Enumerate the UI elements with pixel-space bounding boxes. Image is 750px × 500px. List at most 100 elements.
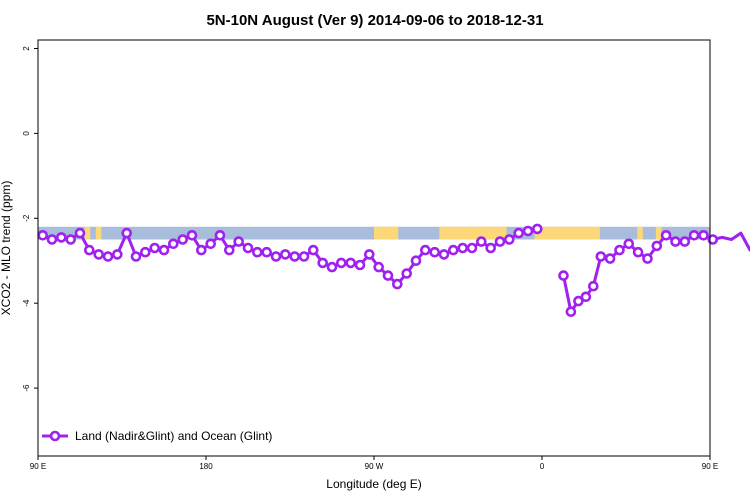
data-point xyxy=(177,234,188,245)
data-point xyxy=(242,242,254,254)
data-point xyxy=(196,244,207,256)
y-tick-label: -4 xyxy=(22,299,31,307)
y-tick-label: 0 xyxy=(22,131,31,136)
data-point xyxy=(326,261,338,273)
data-point xyxy=(93,249,104,260)
data-point xyxy=(670,236,681,247)
data-point xyxy=(121,227,132,239)
x-axis-label: Longitude (deg E) xyxy=(326,477,421,491)
data-point xyxy=(345,257,357,269)
y-tick-label: 2 xyxy=(22,46,31,51)
data-point xyxy=(447,244,459,256)
data-point xyxy=(130,251,142,262)
data-point xyxy=(186,230,198,241)
data-point xyxy=(503,234,515,245)
data-point xyxy=(158,244,170,256)
data-point xyxy=(335,257,347,269)
data-point xyxy=(573,295,584,307)
land-band-segment xyxy=(534,226,600,240)
data-point xyxy=(679,236,691,247)
data-point xyxy=(46,234,58,245)
data-point xyxy=(65,234,76,245)
data-point xyxy=(623,238,635,250)
legend: Land (Nadir&Glint) and Ocean (Glint) xyxy=(42,429,272,443)
data-point xyxy=(531,223,543,235)
data-point xyxy=(279,249,291,260)
data-point xyxy=(494,236,506,247)
data-point xyxy=(84,244,95,256)
data-point xyxy=(261,246,273,258)
data-point xyxy=(289,251,301,262)
data-point xyxy=(595,251,607,262)
data-point xyxy=(419,244,431,256)
data-point xyxy=(614,244,625,256)
chart-title: 5N-10N August (Ver 9) 2014-09-06 to 2018… xyxy=(206,12,543,29)
data-point xyxy=(224,244,235,256)
x-axis: 90 E 180 90 W 0 90 E xyxy=(30,456,718,471)
data-point xyxy=(580,291,592,303)
data-point xyxy=(74,227,86,239)
data-point xyxy=(401,268,413,279)
land-band-segment xyxy=(655,226,662,240)
data-point xyxy=(373,261,385,273)
data-point xyxy=(214,230,226,241)
land-band-segment xyxy=(439,226,507,240)
y-tick-label: -6 xyxy=(22,384,31,392)
y-axis: 2 0 -2 -4 -6 xyxy=(22,46,38,392)
data-point xyxy=(466,242,478,254)
data-point xyxy=(251,246,263,258)
x-tick-label: 180 xyxy=(199,462,213,471)
data-point xyxy=(168,238,179,250)
data-point xyxy=(307,244,319,256)
x-tick-label: 0 xyxy=(540,462,545,471)
data-point xyxy=(438,249,450,260)
legend-marker xyxy=(49,430,61,442)
data-point xyxy=(522,225,534,237)
data-point xyxy=(513,227,525,239)
land-band-segment xyxy=(637,226,643,240)
land-band-segment xyxy=(84,226,91,240)
land-band-segment xyxy=(374,226,399,240)
x-tick-label: 90 W xyxy=(365,462,384,471)
data-point xyxy=(604,253,616,264)
data-point xyxy=(651,240,663,252)
x-tick-label: 90 E xyxy=(30,462,46,471)
data-point xyxy=(37,230,49,241)
data-point xyxy=(429,246,441,258)
band-layer xyxy=(38,226,710,240)
data-point xyxy=(317,257,329,269)
data-point xyxy=(354,259,366,271)
data-point xyxy=(410,255,422,267)
data-point xyxy=(55,232,67,243)
data-point xyxy=(632,246,644,258)
data-point xyxy=(363,249,375,260)
data-point xyxy=(457,242,469,254)
legend-label: Land (Nadir&Glint) and Ocean (Glint) xyxy=(75,429,272,443)
y-axis-label: XCO2 - MLO trend (ppm) xyxy=(0,181,13,316)
data-point xyxy=(642,253,653,264)
data-point xyxy=(587,280,599,292)
data-point xyxy=(140,246,151,258)
data-point xyxy=(298,251,310,262)
data-point xyxy=(270,251,282,262)
data-point xyxy=(205,238,216,250)
data-point xyxy=(707,234,719,245)
data-point xyxy=(233,236,244,247)
land-band-segment xyxy=(95,226,102,240)
data-point xyxy=(565,306,577,318)
data-point xyxy=(149,242,160,254)
data-point xyxy=(102,251,114,262)
series-layer xyxy=(37,223,750,318)
data-point xyxy=(698,230,709,241)
data-point xyxy=(112,249,123,260)
data-point xyxy=(391,278,403,290)
data-point xyxy=(688,230,700,241)
data-point xyxy=(485,242,497,254)
y-tick-label: -2 xyxy=(22,214,31,222)
data-point xyxy=(382,270,394,281)
data-point xyxy=(558,270,569,281)
x-tick-label: 90 E xyxy=(702,462,718,471)
data-point xyxy=(660,230,672,241)
